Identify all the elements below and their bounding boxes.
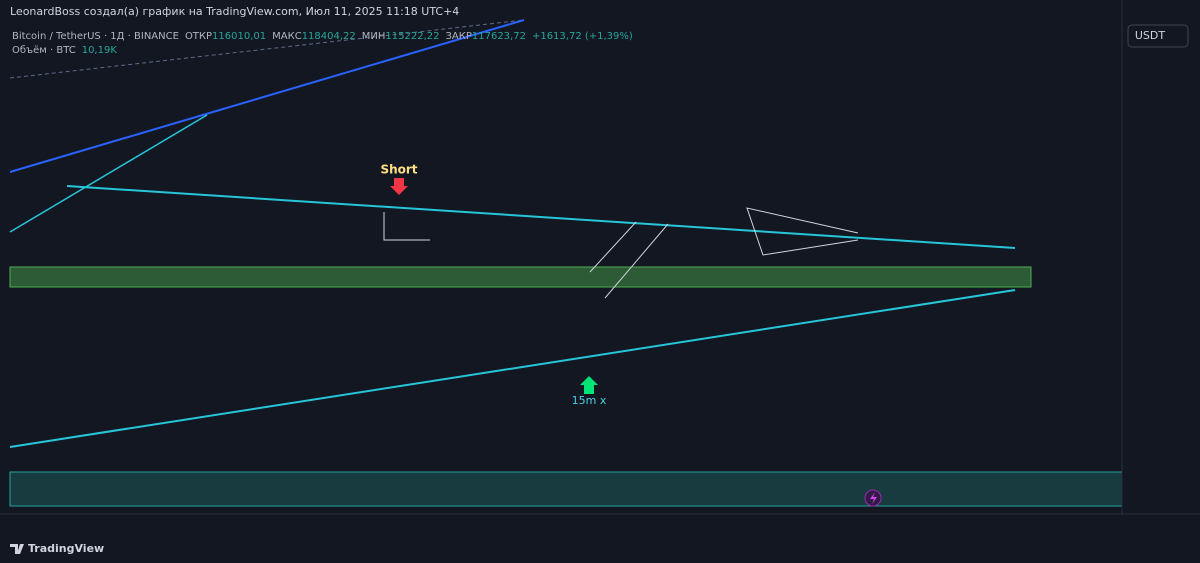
logo bbox=[10, 544, 24, 554]
currency-button[interactable] bbox=[1127, 24, 1189, 48]
trend-line bbox=[9, 289, 1016, 448]
legend-value: 116010,01 bbox=[212, 31, 266, 42]
trend-line bbox=[9, 19, 525, 79]
price-axis bbox=[1122, 0, 1200, 515]
volume-legend: Объём · BTC 10,19K bbox=[12, 45, 117, 56]
triangle bbox=[746, 207, 859, 256]
arrow-down bbox=[390, 178, 408, 195]
trend-line bbox=[66, 185, 1016, 249]
arrow-up bbox=[580, 376, 598, 394]
legend-key: ЗАКР bbox=[445, 31, 471, 42]
channel-line bbox=[589, 221, 637, 273]
bracket bbox=[383, 212, 430, 241]
legend-key: Объём · BTC bbox=[12, 45, 76, 56]
currency-button-text[interactable]: USDT bbox=[1135, 29, 1166, 42]
support-zone bbox=[9, 266, 1032, 288]
alert-icon-glyph bbox=[870, 492, 877, 504]
legend-value: 118404,22 bbox=[302, 31, 356, 42]
symbol: Bitcoin / TetherUS · 1Д · BINANCE bbox=[12, 31, 179, 42]
annotation-text: 15m x bbox=[572, 394, 607, 407]
annotation-text: Short bbox=[380, 163, 417, 177]
footer: TradingView bbox=[10, 542, 104, 555]
channel-line bbox=[604, 223, 669, 299]
legend-value: 117623,72 bbox=[472, 31, 526, 42]
header-text: LeonardBoss создал(а) график на TradingV… bbox=[10, 5, 459, 18]
legend-key: МИН bbox=[362, 31, 386, 42]
legend: Bitcoin / TetherUS · 1Д · BINANCE ОТКР116… bbox=[12, 31, 633, 42]
legend-value: 10,19K bbox=[82, 45, 118, 56]
annotation-15m: 15m x bbox=[572, 376, 607, 407]
legend-key: ОТКР bbox=[185, 31, 212, 42]
trend-line bbox=[9, 19, 525, 173]
legend-change: +1613,72 (+1,39%) bbox=[532, 31, 633, 42]
legend-key: МАКС bbox=[272, 31, 302, 42]
legend-value: 115222,22 bbox=[385, 31, 439, 42]
volume-zone bbox=[9, 471, 1128, 507]
drawings bbox=[9, 19, 1016, 448]
annotation-short: Short bbox=[380, 163, 418, 195]
brand: TradingView bbox=[28, 542, 104, 555]
trend-line bbox=[9, 114, 208, 233]
